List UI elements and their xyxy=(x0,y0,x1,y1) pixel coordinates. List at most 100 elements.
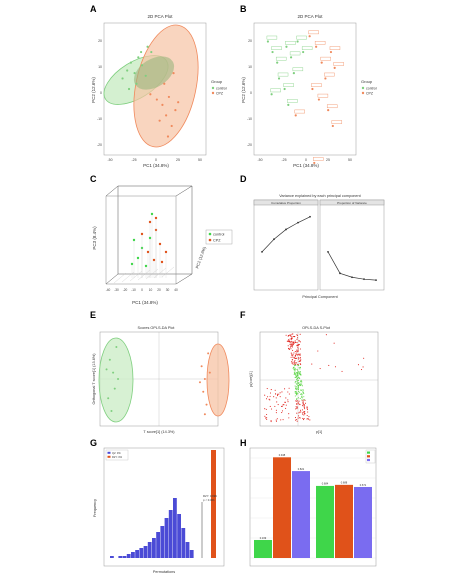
panel-a-ylabel: PC2 (12.6%) xyxy=(91,77,96,103)
panel-label-a: A xyxy=(90,4,97,14)
scatter-point xyxy=(296,375,298,378)
panel-d-point xyxy=(351,276,353,279)
panel-g-hist-bar xyxy=(110,556,114,558)
scatter-point xyxy=(280,419,282,421)
scatter-point xyxy=(302,399,305,401)
panel-f-splot: OPLS-DA S-Plot p[1] p(corr)[1] xyxy=(249,326,379,434)
panel-b-legend-cpz: CPZ xyxy=(366,91,374,95)
panel-c-legend-control: control xyxy=(213,232,225,236)
scatter-point xyxy=(146,250,150,254)
scatter-point xyxy=(295,357,297,359)
scatter-point xyxy=(294,395,296,397)
panel-h-bar xyxy=(354,486,372,558)
scatter-point xyxy=(264,408,266,410)
panel-d-point xyxy=(363,278,365,281)
scatter-point xyxy=(132,238,136,242)
scatter-point xyxy=(301,389,303,391)
scatter-point xyxy=(311,363,313,365)
panel-b-title: 2D PCA Plot xyxy=(297,14,323,19)
scatter-point xyxy=(302,419,305,421)
panel-g-legend-r2y-swatch xyxy=(107,455,111,458)
scatter-point xyxy=(301,409,304,411)
panel-b-legend: Group control CPZ xyxy=(361,79,377,95)
panel-g-hist-bar xyxy=(177,514,181,558)
scatter-point xyxy=(297,354,299,356)
scatter-point xyxy=(291,345,293,347)
panel-b-xtick: 50 xyxy=(348,158,352,162)
scatter-point xyxy=(297,350,299,352)
panel-g-hist-bar xyxy=(185,542,190,558)
scatter-point xyxy=(307,418,309,420)
scatter-point xyxy=(274,389,276,391)
panel-c-xtick: -40 xyxy=(106,288,111,292)
scatter-point xyxy=(297,363,299,365)
scatter-point xyxy=(276,418,278,420)
panel-point-label-box xyxy=(287,99,298,103)
scatter-point xyxy=(297,348,299,350)
scatter-point xyxy=(291,344,293,346)
panel-d-facet-2-frame xyxy=(319,199,385,291)
scatter-point xyxy=(265,408,267,410)
scatter-point xyxy=(303,403,305,406)
scatter-point xyxy=(301,400,303,402)
panel-e-ylabel: Orthogonal T score[1] (13.6%) xyxy=(92,353,96,405)
scatter-point xyxy=(301,381,303,383)
panel-g-legend-q2-swatch xyxy=(107,451,111,454)
panel-g-permutation-hist: Q2: 0% R2Y: 0% R2Y: 0.999 p < 0.001 Perm… xyxy=(93,447,225,574)
panel-d-title: Variance explained by each principal com… xyxy=(279,194,361,198)
scatter-point xyxy=(319,368,321,370)
panel-g-xlabel: Permutations xyxy=(153,570,175,574)
scatter-point xyxy=(296,403,298,405)
scatter-point xyxy=(313,161,316,165)
scatter-point xyxy=(297,417,299,419)
panel-b-ylabel: PC2 (12.6%) xyxy=(241,77,246,103)
scatter-point xyxy=(299,371,301,373)
scatter-point xyxy=(158,242,162,246)
scatter-point xyxy=(287,103,290,106)
scatter-point xyxy=(324,77,327,80)
panel-g-hist-bar xyxy=(118,556,123,558)
panel-a-xlabel: PC1 (34.8%) xyxy=(143,163,169,168)
scatter-point xyxy=(299,348,302,350)
scatter-point xyxy=(290,352,292,354)
scatter-point xyxy=(300,393,302,395)
scatter-point xyxy=(306,415,308,417)
scatter-point xyxy=(296,338,298,340)
panel-d-point xyxy=(309,215,311,218)
panel-h-legend-swatch-2 xyxy=(367,455,370,458)
scatter-point xyxy=(293,336,295,338)
panel-e-xlabel: T score[1] (14.3%) xyxy=(143,430,175,434)
scatter-point xyxy=(144,264,148,268)
scatter-point xyxy=(298,390,300,392)
panel-c-3d-scatter: PC3 (8.4%) PC2 (12.6%) PC1 (34.8%) -40 -3… xyxy=(92,185,233,305)
panel-d-point xyxy=(285,228,287,231)
panel-point-label-box xyxy=(294,109,305,114)
panel-c-legend-cpz: CPZ xyxy=(213,238,221,242)
panel-g-hist-bar xyxy=(122,556,127,558)
panel-h-bar xyxy=(273,457,291,558)
scatter-point xyxy=(328,364,330,367)
panel-h-legend xyxy=(365,449,376,464)
scatter-point xyxy=(295,385,297,387)
panel-a-xticks: -50 -25 0 25 50 xyxy=(107,158,202,162)
scatter-point xyxy=(148,220,152,224)
scatter-point xyxy=(304,413,306,415)
scatter-point xyxy=(284,388,286,390)
panel-point-label-box xyxy=(331,120,343,124)
scatter-point xyxy=(292,336,294,338)
scatter-point xyxy=(290,334,292,336)
panel-b-points xyxy=(266,30,344,165)
panel-a-ytick: 0 xyxy=(100,91,102,95)
scatter-point xyxy=(294,351,296,353)
panel-label-g: G xyxy=(90,438,98,448)
panel-c-xticks: -40 -30 -20 -10 0 10 20 30 40 xyxy=(106,288,178,292)
panel-g-hist-bar xyxy=(139,548,144,558)
panel-c-xtick: 20 xyxy=(157,288,161,292)
panel-c-zlabel: PC2 (12.6%) xyxy=(194,245,207,269)
scatter-point xyxy=(293,373,295,375)
scatter-point xyxy=(331,124,334,128)
panel-b-yticks: 20 10 0 -10 -20 xyxy=(247,39,252,147)
scatter-point xyxy=(275,409,277,411)
scatter-point xyxy=(203,413,206,416)
panel-point-label-box xyxy=(292,67,304,72)
